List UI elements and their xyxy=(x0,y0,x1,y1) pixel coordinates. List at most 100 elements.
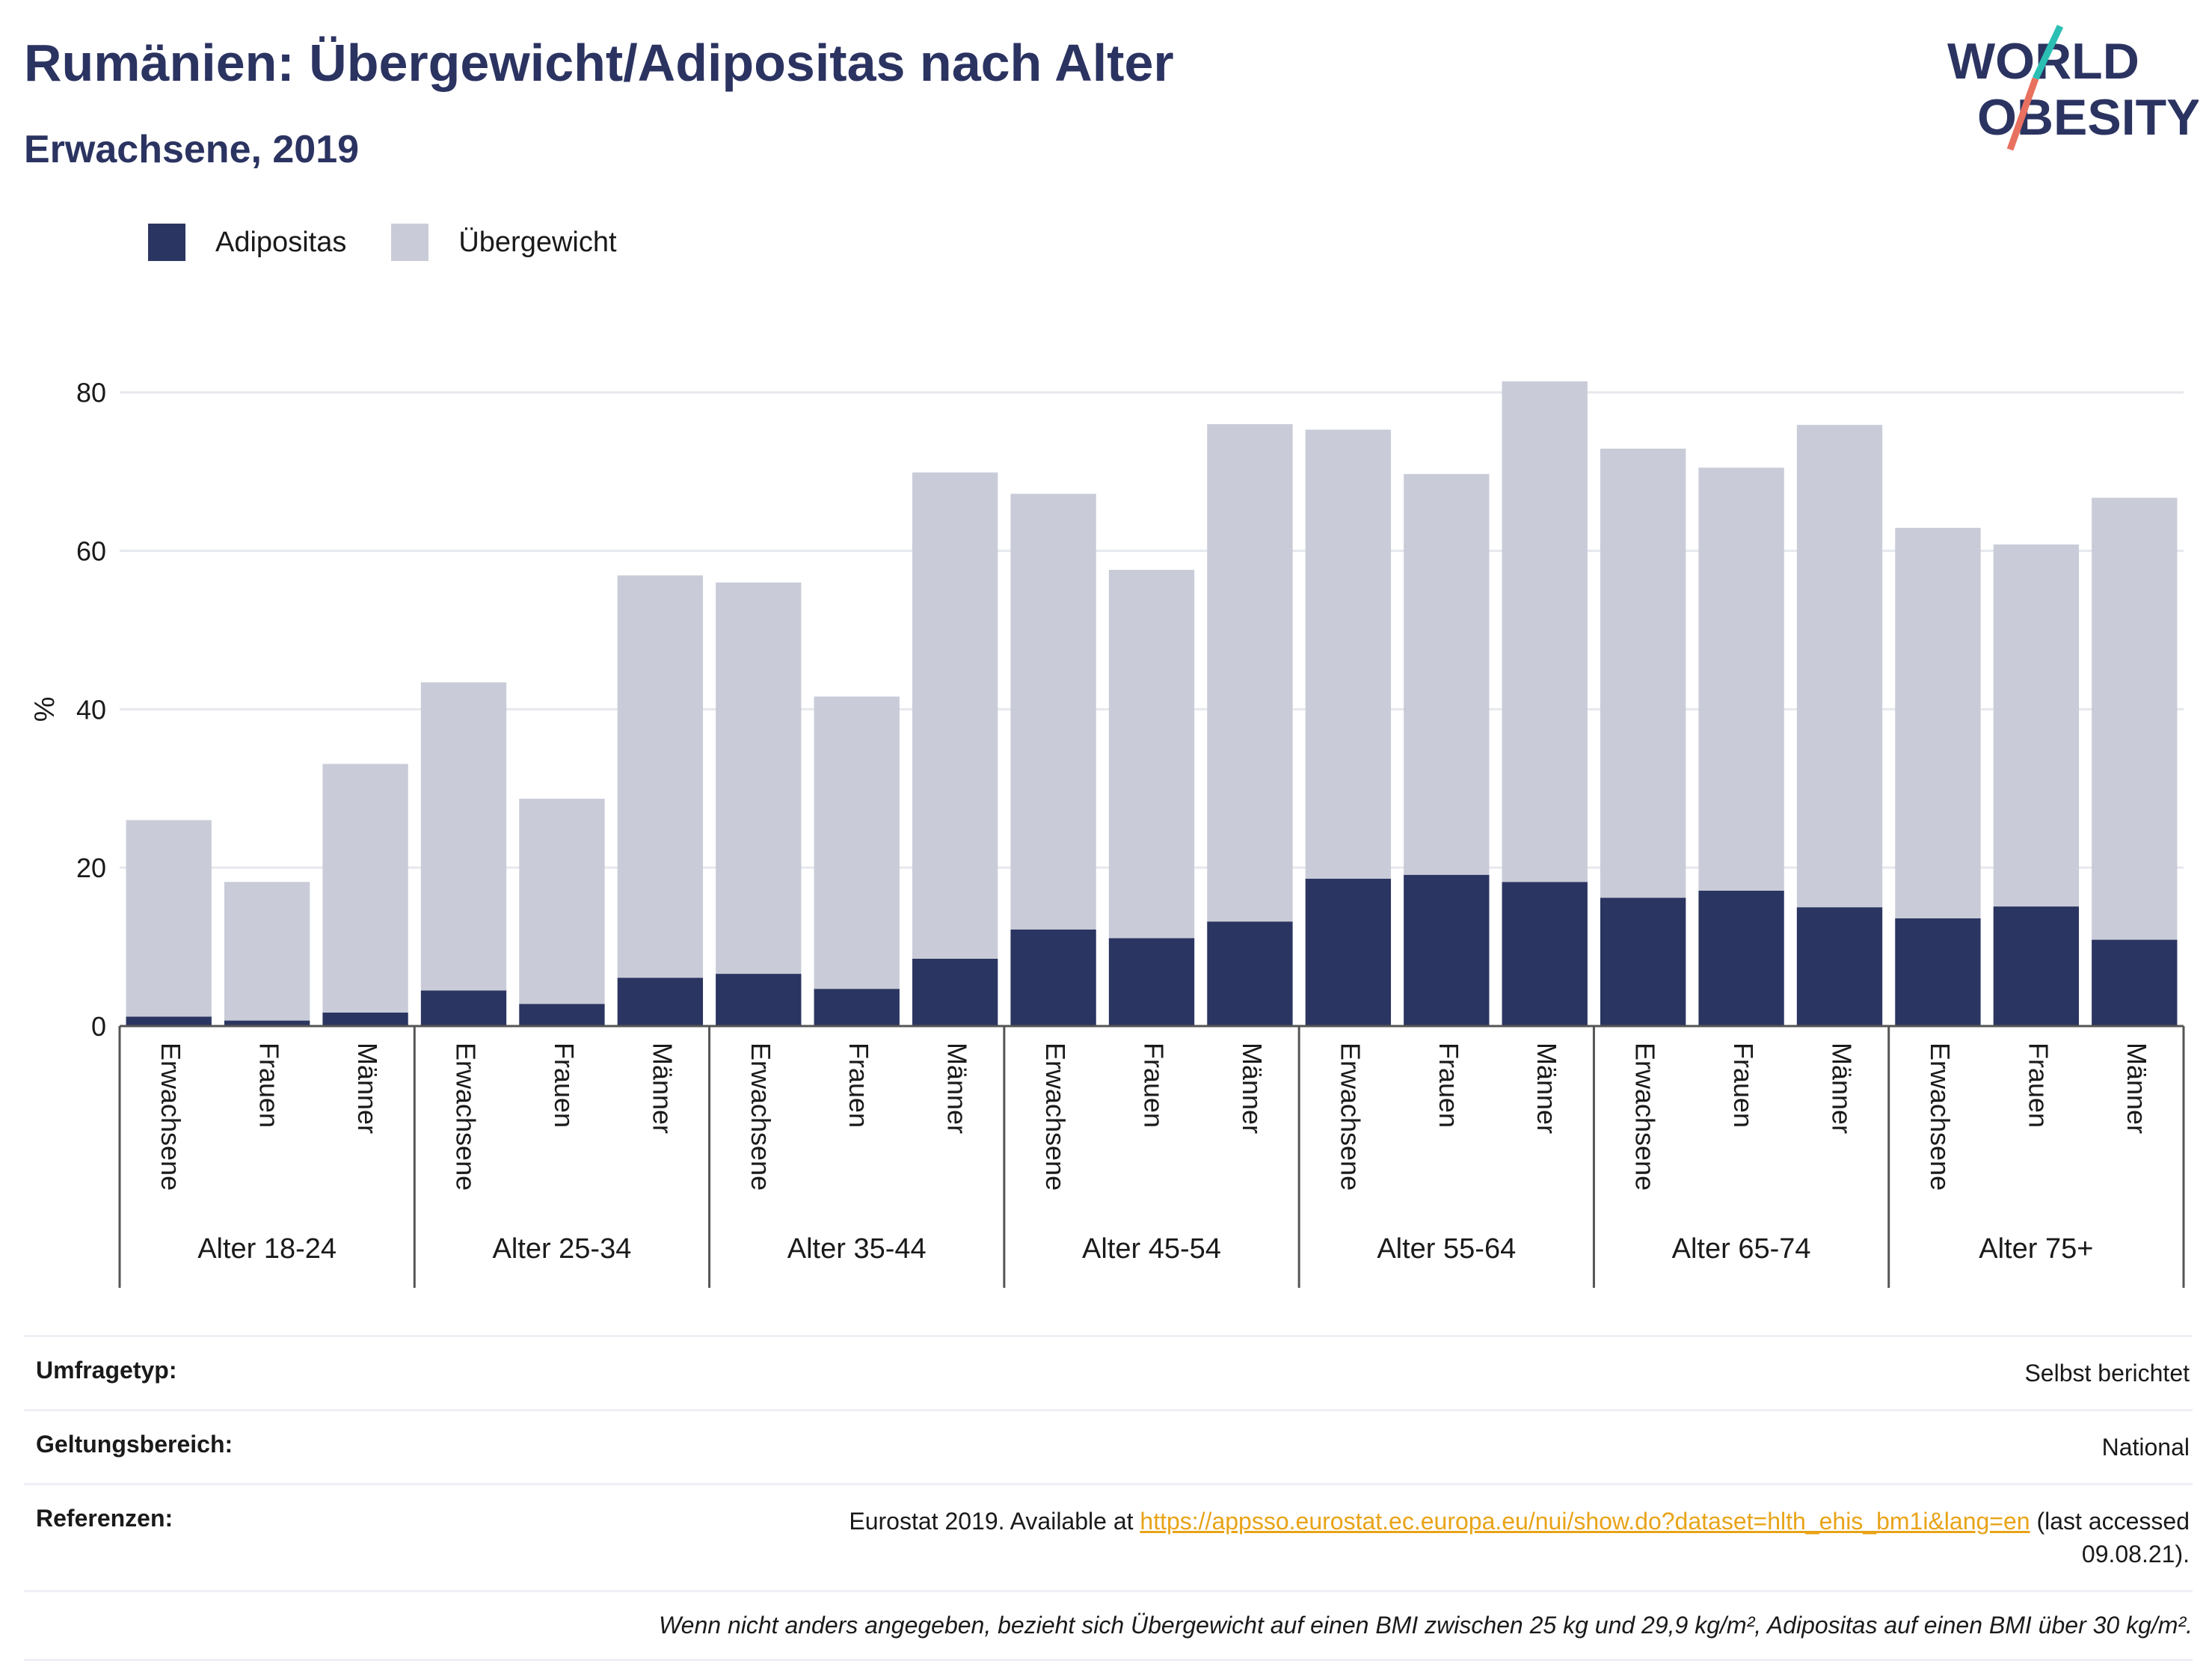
group-label: Alter 18-24 xyxy=(197,1233,337,1265)
logo-line2: OBESITY xyxy=(1977,89,2199,146)
bar-uebergewicht xyxy=(814,696,900,989)
reference-link[interactable]: https://appsso.eurostat.ec.europa.eu/nui… xyxy=(1140,1508,2030,1535)
x-tick-label: Erwachsene xyxy=(1630,1043,1661,1191)
bar-adipositas xyxy=(1305,879,1392,1026)
bar-uebergewicht xyxy=(1010,494,1096,930)
info-key: Referenzen: xyxy=(36,1505,173,1532)
info-key: Umfragetyp: xyxy=(36,1357,177,1384)
bar-adipositas xyxy=(420,990,507,1026)
x-tick-label: Männer xyxy=(352,1043,383,1134)
bar-adipositas xyxy=(1698,890,1784,1026)
reference-prefix: Eurostat 2019. Available at xyxy=(849,1508,1140,1535)
y-tick-label: 60 xyxy=(76,536,106,567)
logo-stripe-coral-icon xyxy=(2006,77,2039,151)
x-tick-label: Erwachsene xyxy=(1925,1043,1956,1191)
bar-adipositas xyxy=(2092,939,2178,1026)
reference-text: Eurostat 2019. Available at https://apps… xyxy=(849,1505,2193,1571)
bar-adipositas xyxy=(1108,938,1195,1026)
bar-uebergewicht xyxy=(420,682,507,991)
bar-adipositas xyxy=(814,989,900,1026)
bar-adipositas xyxy=(126,1016,212,1026)
x-tick-label: Erwachsene xyxy=(1040,1043,1071,1191)
bar-adipositas xyxy=(1010,929,1096,1026)
bar-adipositas xyxy=(519,1004,605,1026)
bar-uebergewicht xyxy=(126,820,212,1017)
world-obesity-logo: WORLD OBESITY xyxy=(1947,25,2199,151)
x-tick-label: Männer xyxy=(647,1043,678,1134)
x-tick-label: Erwachsene xyxy=(156,1043,186,1191)
x-tick-label: Frauen xyxy=(1434,1043,1464,1128)
info-key: Geltungsbereich: xyxy=(36,1431,233,1458)
bar-uebergewicht xyxy=(1207,424,1293,922)
y-tick-label: 40 xyxy=(76,694,106,725)
x-tick-label: Erwachsene xyxy=(450,1043,481,1191)
x-tick-label: Erwachsene xyxy=(1335,1043,1365,1191)
y-tick-label: 80 xyxy=(76,378,106,408)
bar-adipositas xyxy=(617,977,704,1026)
info-row-note: Wenn nicht anders angegeben, bezieht sic… xyxy=(24,1590,2193,1661)
bar-uebergewicht xyxy=(1600,448,1686,898)
bar-uebergewicht xyxy=(519,799,605,1004)
bar-adipositas xyxy=(912,958,998,1026)
info-row-survey-type: Umfragetyp: Selbst berichtet xyxy=(24,1335,2193,1409)
bar-uebergewicht xyxy=(617,575,704,978)
x-tick-label: Frauen xyxy=(1138,1043,1169,1128)
bar-uebergewicht xyxy=(1698,467,1784,891)
x-tick-label: Erwachsene xyxy=(746,1043,776,1191)
legend-swatch-uebergewicht xyxy=(391,224,429,261)
logo-stripe-teal-icon xyxy=(2032,25,2064,80)
bar-uebergewicht xyxy=(1796,425,1883,908)
bar-adipositas xyxy=(1993,906,2080,1026)
bar-uebergewicht xyxy=(2092,497,2178,940)
info-value: Selbst berichtet xyxy=(2024,1360,2190,1387)
bar-uebergewicht xyxy=(1108,569,1195,939)
x-tick-label: Männer xyxy=(1826,1043,1857,1134)
group-label: Alter 35-44 xyxy=(787,1233,927,1265)
x-tick-label: Frauen xyxy=(1728,1043,1759,1128)
chart-subtitle: Erwachsene, 2019 xyxy=(24,128,360,171)
bar-uebergewicht xyxy=(1305,429,1392,879)
info-table: Umfragetyp: Selbst berichtet Geltungsber… xyxy=(24,1335,2193,1661)
info-value: National xyxy=(2101,1434,2190,1461)
bar-adipositas xyxy=(1600,897,1686,1026)
bar-uebergewicht xyxy=(1895,527,1981,918)
legend-label-uebergewicht: Übergewicht xyxy=(458,226,617,258)
bar-uebergewicht xyxy=(716,582,802,974)
bar-adipositas xyxy=(1502,882,1588,1026)
bar-uebergewicht xyxy=(1993,544,2080,907)
reference-suffix: (last accessed xyxy=(2030,1508,2190,1535)
bar-adipositas xyxy=(224,1020,310,1026)
info-row-scope: Geltungsbereich: National xyxy=(24,1409,2193,1483)
bar-adipositas xyxy=(1796,907,1883,1026)
chart-legend: Adipositas Übergewicht xyxy=(148,221,662,263)
x-tick-label: Männer xyxy=(1237,1043,1268,1134)
bar-adipositas xyxy=(1895,918,1981,1026)
bar-uebergewicht xyxy=(912,472,998,959)
bar-adipositas xyxy=(1207,921,1293,1026)
info-row-references: Referenzen: Eurostat 2019. Available at … xyxy=(24,1483,2193,1590)
chart-title: Rumänien: Übergewicht/Adipositas nach Al… xyxy=(24,34,1174,92)
x-tick-label: Frauen xyxy=(549,1043,580,1128)
bmi-note: Wenn nicht anders angegeben, bezieht sic… xyxy=(659,1612,2193,1639)
bar-uebergewicht xyxy=(1502,381,1588,882)
legend-label-adipositas: Adipositas xyxy=(215,226,347,258)
y-tick-label: 20 xyxy=(76,853,106,883)
x-tick-label: Männer xyxy=(2122,1043,2152,1134)
bar-adipositas xyxy=(322,1012,408,1026)
bar-uebergewicht xyxy=(224,882,310,1021)
y-tick-label: 0 xyxy=(91,1011,106,1042)
y-axis-label: % xyxy=(29,696,61,722)
x-tick-label: Männer xyxy=(1531,1043,1562,1134)
bar-adipositas xyxy=(1404,874,1490,1026)
reference-suffix2: 09.08.21). xyxy=(2081,1541,2190,1568)
x-tick-label: Frauen xyxy=(2023,1043,2053,1128)
legend-swatch-adipositas xyxy=(148,224,185,261)
group-label: Alter 65-74 xyxy=(1672,1233,1811,1265)
group-label: Alter 25-34 xyxy=(492,1233,631,1265)
x-tick-label: Frauen xyxy=(254,1043,285,1128)
x-tick-label: Frauen xyxy=(844,1043,874,1128)
x-tick-label: Männer xyxy=(942,1043,973,1134)
group-label: Alter 75+ xyxy=(1979,1233,2093,1265)
bar-uebergewicht xyxy=(322,764,408,1013)
bar-uebergewicht xyxy=(1404,473,1490,875)
